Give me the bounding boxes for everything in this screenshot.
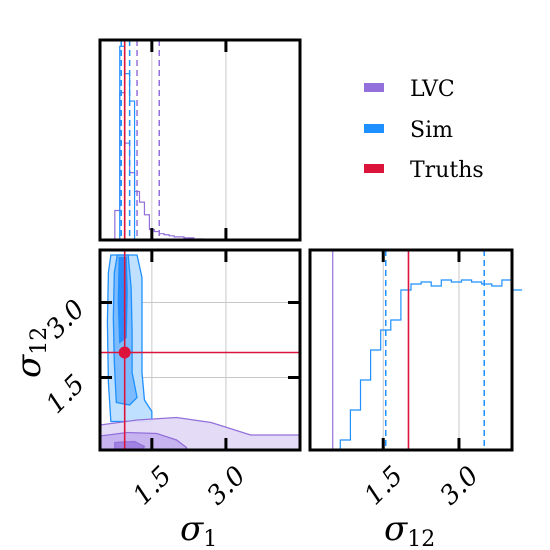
x-axis-label-sigma1-base: σ (180, 509, 204, 549)
legend-label-sim: Sim (410, 118, 453, 143)
legend: LVC Sim Truths (364, 77, 484, 183)
x-axis-label-sigma12: σ12 (384, 509, 435, 550)
x-tick-label-sigma1-0: 1.5 (127, 461, 177, 511)
legend-swatch-truths (364, 164, 384, 173)
y-axis-label-sigma12-base: σ (9, 354, 49, 378)
legend-swatch-lvc (364, 83, 384, 92)
y-axis-label-sigma12: σ12 (9, 327, 52, 378)
x-axis-label-sigma1-sub: 1 (203, 527, 217, 550)
hist2-frame (308, 248, 514, 452)
hist2-sim-step (310, 279, 523, 451)
hist1-frame (98, 38, 302, 242)
sim-contour-inner (117, 256, 128, 344)
x-axis-label-sigma12-sub: 12 (407, 527, 435, 550)
sigma12-histogram-panel: 1.5 3.0 (308, 248, 523, 511)
sigma1-histogram-panel (98, 38, 302, 242)
x-tick-label-sigma12-1: 3.0 (434, 461, 484, 511)
sigma1-sigma12-contour-panel: 1.5 3.01.53.0 (40, 248, 302, 511)
legend-label-truths: Truths (410, 158, 484, 183)
x-axis-label-sigma12-base: σ (384, 509, 408, 549)
scatter-truth-point (118, 346, 131, 359)
legend-swatch-sim (364, 124, 384, 133)
x-tick-label-sigma12-0: 1.5 (359, 461, 409, 511)
legend-label-lvc: LVC (410, 77, 455, 102)
y-axis-label-sigma12-sub: 12 (27, 327, 52, 355)
x-tick-label-sigma1-1: 3.0 (201, 461, 251, 511)
scatter-frame (98, 248, 302, 452)
x-axis-label-sigma1: σ1 (180, 509, 217, 550)
